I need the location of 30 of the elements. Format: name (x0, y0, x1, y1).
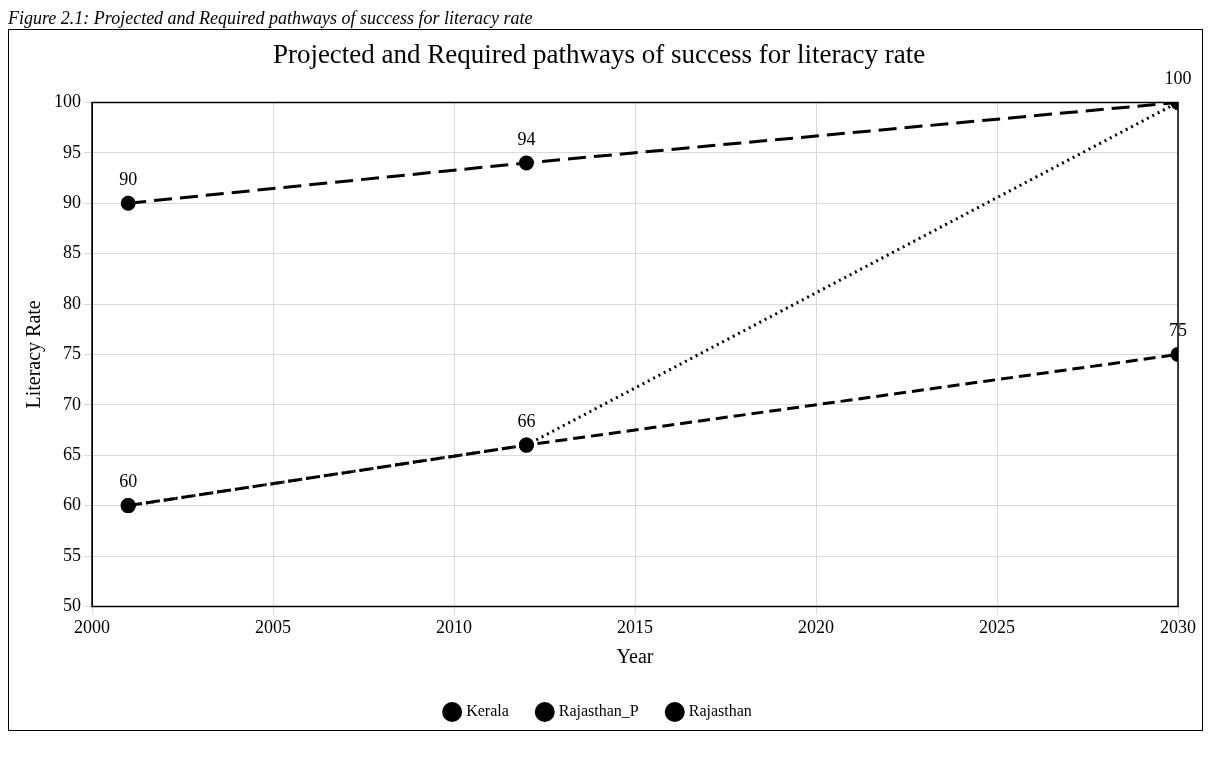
y-tick-label: 70 (63, 393, 81, 414)
legend-label: Rajasthan (688, 702, 752, 721)
x-tick-label: 2010 (436, 616, 472, 637)
y-tick-label: 80 (63, 292, 81, 313)
data-label: 94 (517, 128, 536, 149)
data-label: 66 (517, 410, 536, 431)
x-tick-label: 2020 (798, 616, 834, 637)
data-label: 100 (1164, 68, 1192, 89)
y-tick-label: 65 (63, 443, 81, 464)
data-label: 90 (119, 168, 138, 189)
x-axis-title: Year (616, 645, 654, 668)
y-tick-label: 75 (63, 343, 81, 364)
x-tick-label: 2015 (617, 616, 653, 637)
y-tick-label: 85 (63, 242, 81, 263)
y-tick-label: 50 (63, 595, 81, 616)
y-axis-title: Literacy Rate (22, 300, 46, 409)
x-tick-label: 2030 (1160, 616, 1196, 637)
data-label: 60 (119, 471, 138, 492)
y-tick-label: 100 (54, 91, 81, 112)
y-tick-label: 90 (63, 191, 81, 212)
chart-title: Projected and Required pathways of success for literacy rate (272, 39, 926, 70)
y-tick-label: 60 (63, 494, 81, 515)
legend-label: Kerala (466, 702, 509, 720)
y-tick-label: 95 (63, 141, 81, 162)
caption: Figure 2.1: Projected and Required pathways of success for literacy rate (8, 8, 1203, 30)
legend-label: Rajasthan_P (558, 702, 639, 721)
y-tick-label: 55 (63, 544, 81, 565)
x-tick-label: 2000 (74, 616, 110, 637)
x-tick-label: 2005 (255, 616, 291, 637)
x-tick-label: 2025 (979, 616, 1015, 637)
